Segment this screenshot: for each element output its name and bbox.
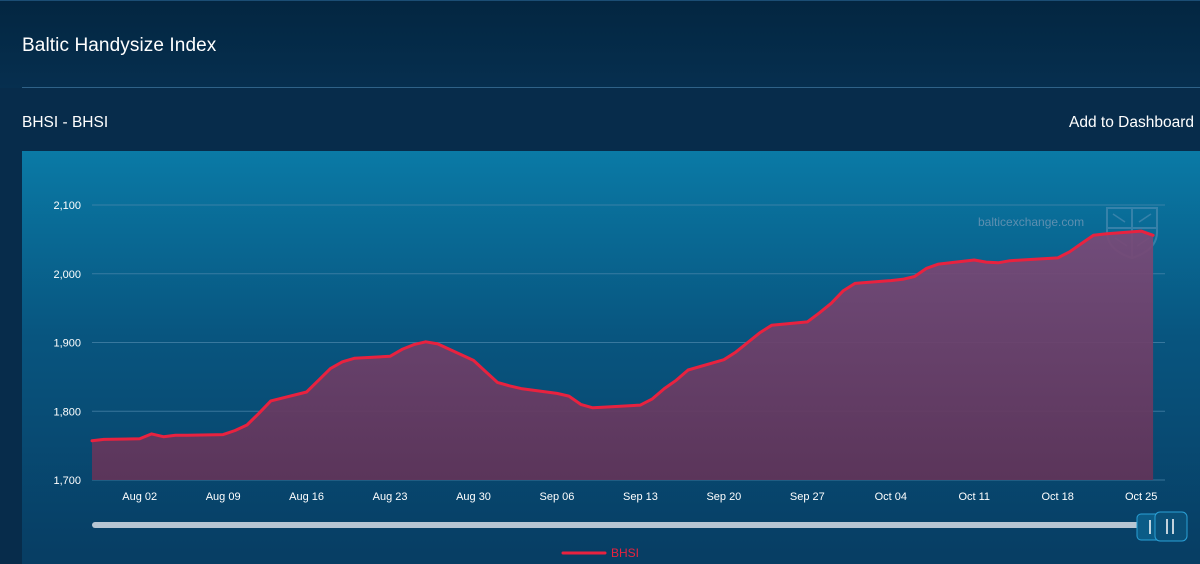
page-title: Baltic Handysize Index — [22, 35, 217, 56]
legend-label[interactable]: BHSI — [611, 546, 639, 560]
x-tick-label: Aug 30 — [456, 491, 491, 503]
x-tick-label: Aug 02 — [122, 491, 157, 503]
navigator-handle-right[interactable] — [1154, 511, 1188, 542]
y-tick-label: 1,800 — [53, 406, 81, 418]
section-title: BHSI - BHSI — [22, 114, 109, 131]
y-tick-label: 1,900 — [53, 338, 81, 350]
navigator-track[interactable] — [92, 522, 1142, 528]
x-tick-label: Oct 04 — [875, 491, 907, 503]
y-axis: 1,700 1,800 1,900 2,000 2,100 — [53, 200, 81, 487]
x-tick-label: Aug 16 — [289, 491, 324, 503]
x-tick-label: Sep 13 — [623, 491, 658, 503]
y-tick-label: 2,000 — [53, 269, 81, 281]
y-tick-label: 1,700 — [53, 475, 81, 487]
range-navigator[interactable] — [92, 511, 1188, 542]
x-tick-label: Aug 09 — [206, 491, 241, 503]
x-tick-label: Sep 06 — [540, 491, 575, 503]
y-tick-label: 2,100 — [53, 200, 81, 212]
series-area — [92, 231, 1154, 480]
x-axis: Aug 02 Aug 09 Aug 16 Aug 23 Aug 30 Sep 06 Sep … — [122, 491, 1157, 503]
x-tick-label: Sep 27 — [790, 491, 825, 503]
add-to-dashboard-button[interactable]: Add to Dashboard — [1069, 114, 1194, 131]
legend[interactable]: BHSI — [561, 546, 639, 560]
series-line — [90, 229, 1155, 443]
page-header: Baltic Handysize Index — [0, 0, 1200, 88]
bhsi-line[interactable] — [90, 229, 1155, 443]
watermark-text: balticexchange.com — [978, 215, 1084, 229]
x-tick-label: Oct 18 — [1041, 491, 1073, 503]
x-tick-label: Sep 20 — [706, 491, 741, 503]
header-divider — [22, 87, 1200, 88]
x-tick-label: Aug 23 — [373, 491, 408, 503]
bhsi-area — [92, 231, 1154, 480]
x-tick-label: Oct 25 — [1125, 491, 1157, 503]
chart-panel: balticexchange.com 1,700 1,800 1,900 2,000 2… — [22, 151, 1200, 564]
x-tick-label: Oct 11 — [958, 491, 990, 503]
bhsi-chart: balticexchange.com 1,700 1,800 1,900 2,000 2… — [53, 200, 1188, 560]
